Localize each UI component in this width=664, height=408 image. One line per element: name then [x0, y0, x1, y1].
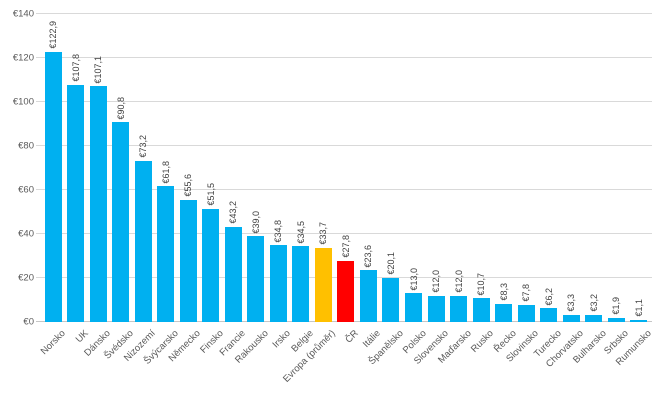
bar-slot: €3,2 Bulharsko: [571, 14, 609, 365]
value-label: €73,2: [138, 135, 149, 158]
bar-slot: €90,8 Švédsko: [102, 14, 136, 362]
value-label: €107,1: [93, 55, 104, 84]
value-label: €122,9: [48, 21, 59, 49]
gridline: [36, 57, 652, 58]
value-label: €12,0: [431, 270, 442, 293]
gridline: [36, 13, 652, 14]
bar-slot: €33,7 Evropa (průměr): [282, 14, 339, 384]
bar-slot: €6,2 Turecko: [532, 14, 564, 360]
bar-Maďarsko: [450, 295, 468, 322]
value-label: €33,7: [318, 222, 329, 245]
bar-slot: €43,2 Francie: [218, 14, 248, 358]
bar-Švédsko: [112, 122, 130, 322]
bar-slot: €34,8 Irsko: [267, 14, 293, 350]
bar-slot: €1,1 Rumunsko: [614, 14, 654, 368]
value-label: €34,5: [295, 220, 306, 244]
bar-slot: €107,8 UK: [65, 14, 91, 345]
bar-Chorvatsko: [562, 314, 580, 322]
bar-Řecko: [495, 303, 513, 322]
bar-slot: €13,0 Polsko: [400, 14, 428, 356]
value-label: €107,8: [70, 54, 81, 82]
value-label: €1,9: [611, 297, 622, 315]
gridline: [36, 233, 652, 234]
bar-Itálie: [359, 270, 377, 322]
bar-ČR: [337, 260, 355, 322]
bar-slot: €27,8 ČR: [335, 14, 361, 345]
bar-slot: €12,0 Maďarsko: [436, 14, 474, 366]
bar-UK: [67, 84, 85, 322]
y-tick-label: €140: [12, 8, 34, 20]
value-label: €10,7: [476, 272, 487, 296]
value-label: €20,1: [385, 252, 396, 275]
bar-slot: €1,9 Srbsko: [602, 14, 631, 356]
bar-Slovensko: [427, 295, 445, 322]
value-label: €34,8: [273, 219, 284, 243]
value-label: €55,6: [183, 174, 194, 197]
y-tick-label: €60: [18, 184, 34, 196]
bar-Norsko: [44, 51, 62, 322]
bar-Rakousko: [247, 236, 265, 322]
y-tick-label: €120: [12, 52, 34, 64]
bar-slot: €7,8 Slovinsko: [504, 14, 541, 364]
y-tick-label: €100: [12, 96, 34, 108]
bar-Srbsko: [607, 317, 625, 322]
y-tick-label: €40: [18, 228, 34, 240]
bar-Rumunsko: [630, 319, 648, 322]
bar-Evropa (průměr): [314, 247, 332, 322]
y-axis: €0 €20 €40 €60 €80 €100 €120 €140: [0, 9, 36, 328]
bar-slot: €51,5 Finsko: [198, 14, 226, 355]
bar-slot: €39,0 Rakousko: [233, 14, 271, 366]
value-label: €8,3: [498, 283, 509, 301]
bar-Bulharsko: [585, 314, 603, 322]
y-tick-label: €80: [18, 140, 34, 152]
bar-Polsko: [405, 293, 422, 322]
value-label: €7,8: [521, 284, 532, 302]
bars-row: €122,9 Norsko €107,8 UK €107,1 Dánsko €90,8 Švé…: [39, 14, 654, 385]
bar-Belgie: [292, 246, 310, 322]
value-label: €1,1: [633, 299, 644, 317]
bar-Německo: [179, 199, 197, 322]
value-label: €12,0: [453, 270, 464, 293]
gridline: [36, 101, 652, 102]
value-label: €43,2: [228, 201, 239, 224]
value-label: €27,8: [340, 235, 351, 258]
value-label: €61,8: [160, 160, 171, 184]
bar-slot: €55,6 Německo: [167, 14, 203, 364]
bar-slot: €34,5 Belgie: [289, 14, 315, 355]
gridline: [36, 145, 652, 146]
value-label: €3,2: [588, 294, 599, 312]
bar-Finsko: [202, 208, 220, 322]
bar-slot: €107,1 Dánsko: [83, 14, 114, 359]
plot-area: €122,9 Norsko €107,8 UK €107,1 Dánsko €90,8 Švé…: [36, 13, 654, 385]
bar-Dánsko: [89, 86, 107, 322]
bar-Nizozemí: [134, 160, 152, 322]
bar-slot: €8,3 Řecko: [492, 14, 519, 355]
bar-slot: €3,3 Chorvatsko: [544, 14, 586, 370]
value-label: €3,3: [566, 294, 577, 312]
bar-Irsko: [269, 245, 287, 322]
bar-Turecko: [540, 308, 558, 322]
y-tick-label: €20: [18, 272, 34, 284]
value-label: €90,8: [115, 96, 126, 120]
bar-slot: €10,7 Rusko: [469, 14, 496, 355]
value-label: €51,5: [205, 183, 216, 206]
value-label: €39,0: [250, 210, 261, 234]
bar-slot: €20,1 Španělsko: [367, 14, 406, 367]
value-label: €13,0: [408, 267, 419, 291]
bar-Španělsko: [382, 277, 400, 322]
bar-Švýcarsko: [157, 186, 175, 322]
value-label: €6,2: [543, 287, 554, 306]
bar-Francie: [224, 226, 242, 322]
bar-slot: €23,6 Itálie: [357, 14, 383, 350]
gridline: [36, 189, 652, 190]
bar-slot: €61,8 Švýcarsko: [142, 14, 181, 367]
bar-slot: €73,2 Nizozemí: [122, 14, 158, 363]
bar-slot: €12,0 Slovensko: [412, 14, 451, 367]
bar-Rusko: [472, 298, 490, 322]
y-tick-label: €0: [23, 316, 34, 328]
bar-Slovinsko: [517, 304, 535, 322]
value-label: €23,6: [363, 244, 374, 268]
bar-slot: €122,9 Norsko: [39, 14, 68, 357]
